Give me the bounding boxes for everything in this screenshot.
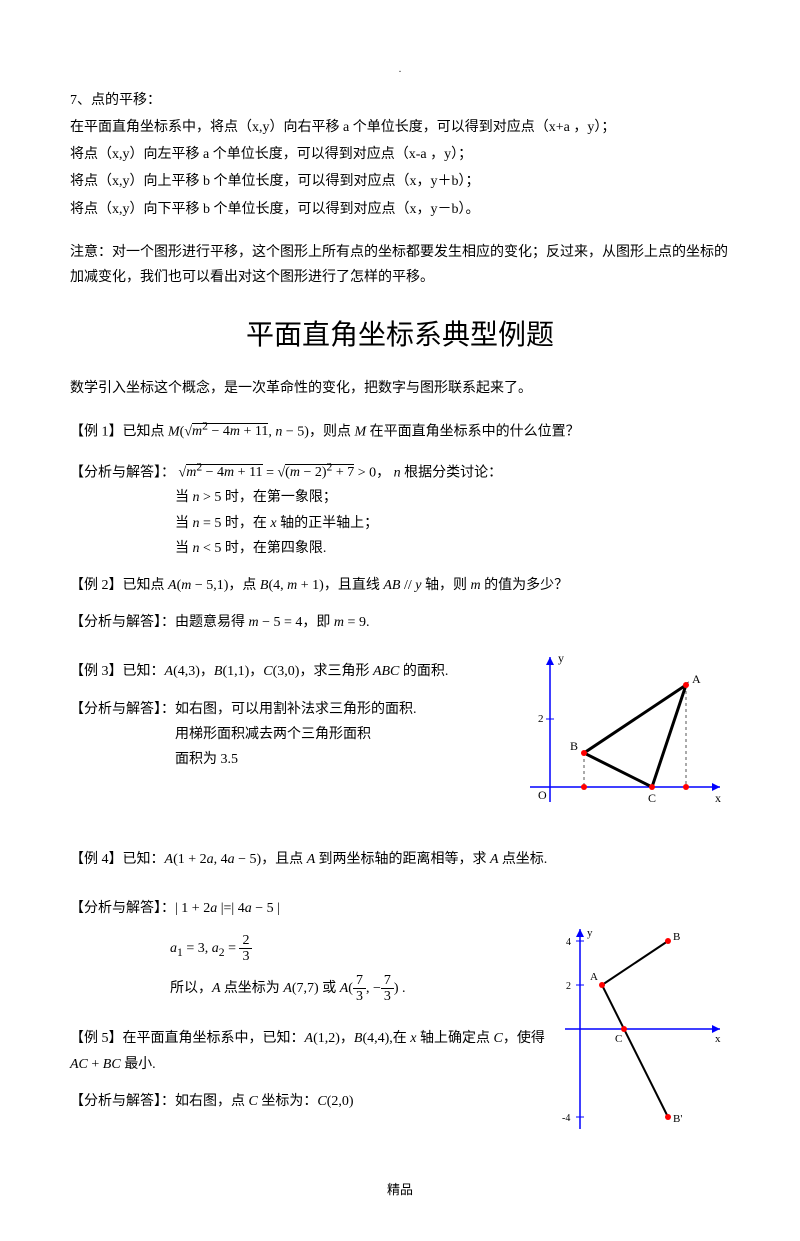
ex1-ans-label: 【分析与解答】： [70,465,175,480]
ex1-case3: 当 n < 5 时，在第四象限. [70,536,730,561]
svg-text:B': B' [673,1113,682,1125]
section7-line4: 将点（x,y）向下平移 b 个单位长度，可以得到对应点（x，y－b）。 [70,197,730,222]
example-4-answer-row: 【分析与解答】：| 1 + 2a |=| 4a − 5 | a1 = 3, a2… [70,884,730,1143]
note: 注意：对一个图形进行平移，这个图形上所有点的坐标都要发生相应的变化；反过来，从图… [70,240,730,290]
figure-2: x y 2 4 -4 A B B' C [560,924,730,1143]
ex4-ans-label: 【分析与解答】： [70,901,175,916]
ex3-answer: 【分析与解答】：如右图，可以用割补法求三角形的面积. 用梯形面积减去两个三角形面… [70,697,510,773]
svg-text:y: y [587,927,593,939]
svg-text:B: B [673,931,680,943]
ex1-q-post2: 在平面直角坐标系中的什么位置？ [370,424,580,439]
example-1: 【例 1】已知点 M(√m2 − 4m + 11, n − 5)，则点 M 在平… [70,416,730,445]
svg-text:-4: -4 [562,1113,570,1124]
ex3-ans1: 如右图，可以用割补法求三角形的面积. [175,702,417,717]
ex4-final: 所以，A 点坐标为 A(7,7) 或 A(73, −73) . [70,973,560,1005]
ex2-label: 【例 2】 [70,578,123,593]
intro: 数学引入坐标这个概念，是一次革命性的变化，把数字与图形联系起来了。 [70,376,730,401]
ex3-ans2: 用梯形面积减去两个三角形面积 [70,722,510,747]
svg-text:x: x [715,1033,721,1045]
ex5-ans-label: 【分析与解答】： [70,1094,175,1109]
ex1-question: 【例 1】已知点 M(√m2 − 4m + 11, n − 5)，则点 M 在平… [70,416,730,445]
svg-text:C: C [648,791,656,805]
section7-line3: 将点（x,y）向上平移 b 个单位长度，可以得到对应点（x，y＋b）； [70,169,730,194]
main-title: 平面直角坐标系典型例题 [70,310,730,360]
ex1-answer: 【分析与解答】： √m2 − 4m + 11 = √(m − 2)2 + 7 >… [70,457,730,561]
ex4-a-values: a1 = 3, a2 = 23 [70,933,560,965]
ex4-label: 【例 4】 [70,852,123,867]
svg-text:2: 2 [538,713,544,725]
ex1-ans-cond: 根据分类讨论： [404,465,502,480]
section7-line2: 将点（x,y）向左平移 a 个单位长度，可以得到对应点（x-a ，y）； [70,142,730,167]
example-5: 【例 5】在平面直角坐标系中，已知：A(1,2)，B(4,4),在 x 轴上确定… [70,1026,560,1076]
ex1-case1: 当 n > 5 时，在第一象限； [70,485,730,510]
example-3-row: 【例 3】已知：A(4,3)，B(1,1)，C(3,0)，求三角形 ABC 的面… [70,647,730,826]
svg-text:B: B [570,739,578,753]
ex2-ans-label: 【分析与解答】： [70,615,175,630]
svg-text:C: C [615,1033,622,1045]
ex5-label: 【例 5】 [70,1031,123,1046]
ex4-answer: 【分析与解答】：| 1 + 2a |=| 4a − 5 | [70,896,560,921]
ex1-q-pre: 已知点 [123,424,165,439]
svg-text:x: x [715,791,721,805]
ex3-label: 【例 3】 [70,664,123,679]
ex5-answer: 【分析与解答】：如右图，点 C 坐标为：C(2,0) [70,1089,560,1114]
svg-text:A: A [692,672,701,686]
footer: 精品 [70,1178,730,1201]
example-4: 【例 4】已知：A(1 + 2a, 4a − 5)，且点 A 到两坐标轴的距离相… [70,847,730,872]
section7-title: 7、点的平移： [70,88,730,113]
example-2: 【例 2】已知点 A(m − 5,1)，点 B(4, m + 1)，且直线 AB… [70,573,730,598]
ex1-case2: 当 n = 5 时，在 x 轴的正半轴上； [70,511,730,536]
ex3-ans-label: 【分析与解答】： [70,702,175,717]
ex2-answer: 【分析与解答】：由题意易得 m − 5 = 4，即 m = 9. [70,610,730,635]
example-3: 【例 3】已知：A(4,3)，B(1,1)，C(3,0)，求三角形 ABC 的面… [70,659,510,684]
ex3-ans3: 面积为 3.5 [70,747,510,772]
svg-text:4: 4 [566,937,571,948]
ex1-label: 【例 1】 [70,424,123,439]
svg-text:y: y [558,651,564,665]
svg-text:O: O [538,788,547,802]
ex1-q-post: ，则点 [309,424,351,439]
svg-text:2: 2 [566,981,571,992]
svg-text:A: A [590,971,598,983]
ex1-ans-end: ， [376,465,390,480]
header-dot: . [70,60,730,80]
section7-line1: 在平面直角坐标系中，将点（x,y）向右平移 a 个单位长度，可以得到对应点（x+… [70,115,730,140]
figure-1: O x y 2 A B C [510,647,730,826]
